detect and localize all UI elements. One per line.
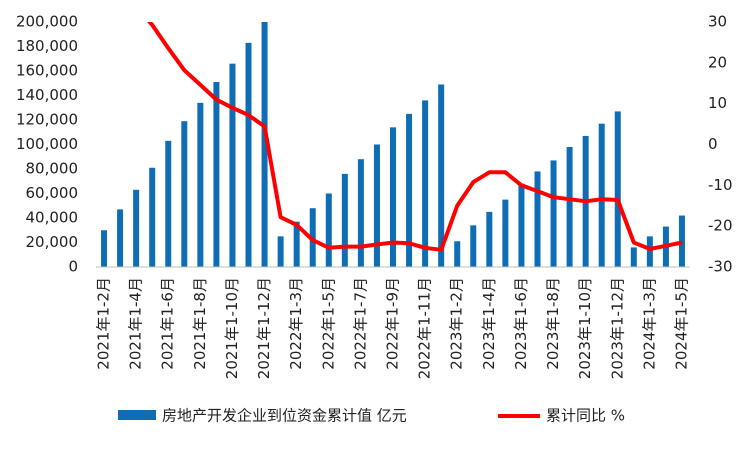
bar: [390, 127, 396, 267]
x-tick-label: 2023年1-12月: [608, 277, 626, 379]
x-tick-label: 2022年1-3月: [287, 277, 305, 370]
line: [147, 22, 683, 252]
x-tick-label: 2021年1-6月: [159, 277, 177, 370]
y2-tick-label: -20: [708, 217, 733, 235]
bar: [229, 63, 236, 268]
y-tick-label: 40,000: [26, 209, 79, 227]
bar: [454, 241, 461, 267]
y-tick-label: 200,000: [16, 13, 78, 31]
legend-swatch-bar: [118, 410, 156, 420]
x-tick-label: 2024年1-3月: [640, 277, 658, 370]
bar: [646, 236, 653, 267]
legend-label: 累计同比 %: [546, 407, 625, 425]
x-tick-label: 2024年1-5月: [672, 277, 690, 370]
bar: [438, 84, 445, 267]
bar: [133, 189, 140, 267]
bar: [502, 199, 509, 267]
x-tick-label: 2023年1-10月: [576, 277, 594, 379]
y-tick-label: 0: [68, 258, 78, 276]
bar: [325, 193, 332, 267]
legend-label: 房地产开发企业到位资金累计值 亿元: [162, 407, 407, 425]
bar: [614, 111, 621, 267]
y2-tick-label: 30: [708, 13, 727, 31]
x-tick-label: 2021年1-10月: [223, 277, 241, 379]
bar: [486, 211, 493, 267]
y-tick-label: 60,000: [26, 184, 79, 202]
bar: [422, 100, 429, 268]
x-tick-label: 2021年1-12月: [255, 277, 273, 379]
bar: [534, 171, 541, 267]
y-tick-label: 140,000: [16, 86, 78, 104]
bar: [197, 102, 204, 267]
y-tick-label: 80,000: [26, 160, 79, 178]
bar: [598, 123, 605, 267]
x-tick-label: 2022年1-5月: [319, 277, 337, 370]
bar: [117, 209, 124, 267]
y-tick-label: 120,000: [16, 111, 78, 129]
bar: [293, 221, 300, 267]
bar: [678, 215, 685, 267]
bar: [470, 225, 477, 267]
bar: [341, 173, 348, 267]
y-tick-label: 180,000: [16, 37, 78, 55]
x-tick-label: 2022年1-9月: [384, 277, 402, 370]
bar: [357, 159, 364, 267]
bar: [245, 42, 252, 268]
y2-tick-label: -10: [708, 176, 733, 194]
bar: [261, 22, 268, 267]
x-tick-label: 2023年1-4月: [480, 277, 498, 370]
x-tick-label: 2023年1-2月: [448, 277, 466, 370]
x-tick-label: 2021年1-2月: [95, 277, 113, 370]
y2-tick-label: 10: [708, 94, 727, 112]
bar: [165, 140, 172, 267]
bar: [550, 160, 557, 267]
bar: [213, 82, 220, 268]
bar: [277, 236, 284, 267]
y-tick-label: 20,000: [26, 233, 79, 251]
bar: [373, 144, 380, 267]
bar: [181, 121, 188, 267]
bar: [518, 183, 525, 267]
bar: [101, 230, 108, 267]
x-tick-label: 2021年1-8月: [191, 277, 209, 370]
x-tick-label: 2021年1-4月: [127, 277, 145, 370]
y2-tick-label: 0: [708, 135, 718, 153]
bar: [149, 167, 156, 267]
y2-tick-label: -30: [708, 258, 733, 276]
y2-tick-label: 20: [708, 53, 727, 71]
bar: [566, 146, 573, 267]
x-tick-label: 2023年1-6月: [512, 277, 530, 370]
x-tick-label: 2022年1-7月: [351, 277, 369, 370]
x-tick-label: 2023年1-8月: [544, 277, 562, 370]
legend: 房地产开发企业到位资金累计值 亿元 累计同比 %: [118, 407, 625, 425]
y-tick-label: 160,000: [16, 62, 78, 80]
y-tick-label: 100,000: [16, 135, 78, 153]
bar: [630, 247, 637, 267]
x-tick-label: 2022年1-11月: [416, 277, 434, 379]
bar: [406, 113, 413, 267]
